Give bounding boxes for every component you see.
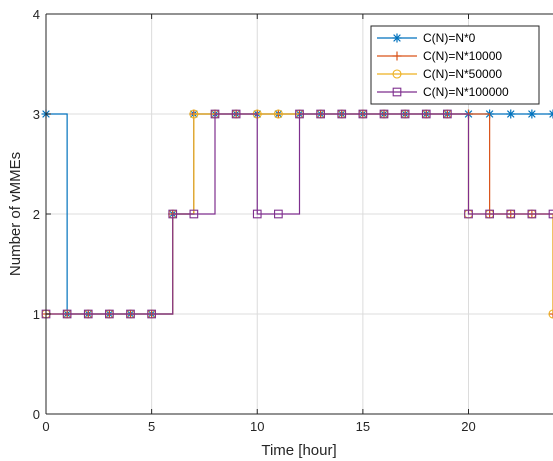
legend-item: C(N)=N*50000 xyxy=(377,67,502,81)
legend-box xyxy=(370,25,540,105)
data-point xyxy=(316,109,325,119)
series-4 xyxy=(41,109,553,319)
legend-label: C(N)=N*100000 xyxy=(423,85,509,99)
data-point xyxy=(273,109,283,119)
legend: C(N)=N*0 C(N)=N*10000 C(N)=N*50000 C(N)=N*1… xyxy=(370,25,540,105)
legend-item: C(N)=N*0 xyxy=(377,31,476,45)
y-tick-label: 3 xyxy=(33,107,40,122)
data-point xyxy=(421,109,431,119)
data-point xyxy=(485,209,494,219)
x-tick-label: 10 xyxy=(250,419,264,434)
x-tick-label: 0 xyxy=(42,419,49,434)
data-point xyxy=(358,109,368,119)
legend-label: C(N)=N*0 xyxy=(423,31,476,45)
y-tick-label: 2 xyxy=(33,207,40,222)
data-point xyxy=(400,109,410,119)
data-point xyxy=(443,109,452,119)
data-point xyxy=(189,109,199,119)
data-point xyxy=(464,209,473,219)
legend-item: C(N)=N*100000 xyxy=(377,85,509,99)
data-point xyxy=(506,209,516,219)
data-point xyxy=(506,109,516,119)
marker-stroke xyxy=(393,34,401,42)
data-point xyxy=(527,109,537,119)
data-point xyxy=(548,209,553,219)
data-point xyxy=(527,209,537,219)
legend-item: C(N)=N*10000 xyxy=(377,49,502,63)
marker-stroke xyxy=(506,110,515,118)
y-tick-label: 0 xyxy=(33,407,40,422)
data-point xyxy=(548,109,553,119)
data-point xyxy=(105,309,114,319)
data-point xyxy=(83,309,93,319)
legend-label: C(N)=N*50000 xyxy=(423,67,502,81)
data-point xyxy=(189,209,199,219)
data-point xyxy=(379,109,389,119)
data-point xyxy=(126,309,135,319)
legend-marker xyxy=(392,69,402,79)
x-tick-label: 15 xyxy=(356,419,370,434)
data-point xyxy=(231,109,241,119)
data-point xyxy=(210,109,220,119)
legend-marker xyxy=(392,51,402,61)
y-axis-label: Number of vMMEs xyxy=(7,152,24,276)
data-point xyxy=(295,109,304,119)
x-tick-label: 5 xyxy=(148,419,155,434)
data-point xyxy=(252,209,262,219)
ticks: 0 5 10 15 20 0 1 2 3 4 xyxy=(33,7,476,434)
marker-stroke xyxy=(549,113,553,118)
data-point xyxy=(274,209,283,219)
y-tick-label: 1 xyxy=(33,307,40,322)
data-point xyxy=(548,309,553,319)
series-layer xyxy=(41,109,553,319)
data-point xyxy=(147,309,156,319)
data-point xyxy=(62,309,72,319)
data-point xyxy=(337,109,347,119)
y-tick-label: 4 xyxy=(33,7,40,22)
x-tick-label: 20 xyxy=(461,419,475,434)
data-point xyxy=(168,209,178,219)
legend-label: C(N)=N*10000 xyxy=(423,49,502,63)
data-point xyxy=(548,309,553,319)
x-axis-label: Time [hour] xyxy=(261,442,336,459)
marker-stroke xyxy=(528,110,536,118)
legend-marker xyxy=(392,87,402,97)
legend-marker xyxy=(392,33,402,43)
marker-stroke xyxy=(549,110,553,115)
